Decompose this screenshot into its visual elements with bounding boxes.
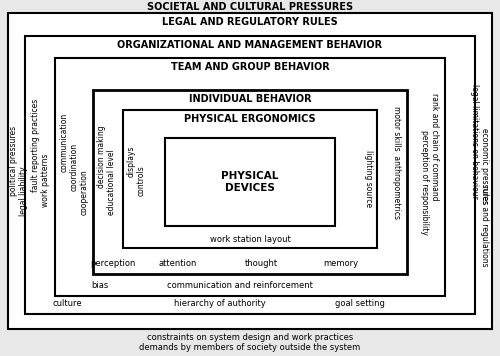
Bar (165, 138, 335, 226)
Text: communication and reinforcement: communication and reinforcement (167, 282, 313, 290)
Text: lighting source: lighting source (364, 151, 374, 208)
Text: perception of responsibility: perception of responsibility (420, 130, 428, 235)
Text: SOCIETAL AND CULTURAL PRESSURES: SOCIETAL AND CULTURAL PRESSURES (147, 2, 353, 12)
Text: rank and chain of command: rank and chain of command (430, 93, 440, 201)
Text: coordination: coordination (70, 143, 78, 191)
Text: PHYSICAL
DEVICES: PHYSICAL DEVICES (222, 171, 278, 193)
Text: culture: culture (52, 299, 82, 309)
Text: cooperation: cooperation (80, 169, 88, 215)
Text: fault reporting practices: fault reporting practices (30, 98, 40, 192)
Bar (55, 58, 445, 296)
Text: INDIVIDUAL BEHAVIOR: INDIVIDUAL BEHAVIOR (188, 94, 312, 104)
Text: decision making: decision making (98, 126, 106, 188)
Text: constraints on system design and work practices: constraints on system design and work pr… (147, 334, 353, 342)
Text: displays: displays (126, 145, 136, 177)
Text: work patterns: work patterns (42, 153, 50, 207)
Text: political pressures: political pressures (10, 126, 18, 196)
Text: motor skills  anthropometrics: motor skills anthropometrics (392, 105, 402, 219)
Text: legal liability: legal liability (18, 166, 28, 216)
Text: controls: controls (136, 166, 145, 197)
Text: legal limitations on behaviour: legal limitations on behaviour (470, 84, 480, 198)
Bar (123, 110, 377, 248)
Text: bias: bias (92, 282, 108, 290)
Text: ORGANIZATIONAL AND MANAGEMENT BEHAVIOR: ORGANIZATIONAL AND MANAGEMENT BEHAVIOR (118, 40, 382, 50)
Text: perception: perception (90, 260, 136, 268)
Text: demands by members of society outside the system: demands by members of society outside th… (140, 344, 360, 352)
Text: PHYSICAL ERGONOMICS: PHYSICAL ERGONOMICS (184, 114, 316, 124)
Bar (93, 90, 407, 274)
Text: memory: memory (324, 260, 358, 268)
Text: work station layout: work station layout (210, 235, 290, 244)
Text: communication: communication (60, 112, 68, 172)
Text: economic pressures: economic pressures (480, 128, 490, 204)
Text: TEAM AND GROUP BEHAVIOR: TEAM AND GROUP BEHAVIOR (170, 62, 330, 72)
Text: goal setting: goal setting (335, 299, 385, 309)
Text: attention: attention (159, 260, 197, 268)
Text: educational level: educational level (108, 149, 116, 215)
Text: LEGAL AND REGULATORY RULES: LEGAL AND REGULATORY RULES (162, 17, 338, 27)
Text: rules and regulations: rules and regulations (480, 185, 490, 267)
Text: thought: thought (244, 260, 278, 268)
Bar (8, 13, 492, 329)
Text: hierarchy of authority: hierarchy of authority (174, 299, 266, 309)
Bar (25, 36, 475, 314)
